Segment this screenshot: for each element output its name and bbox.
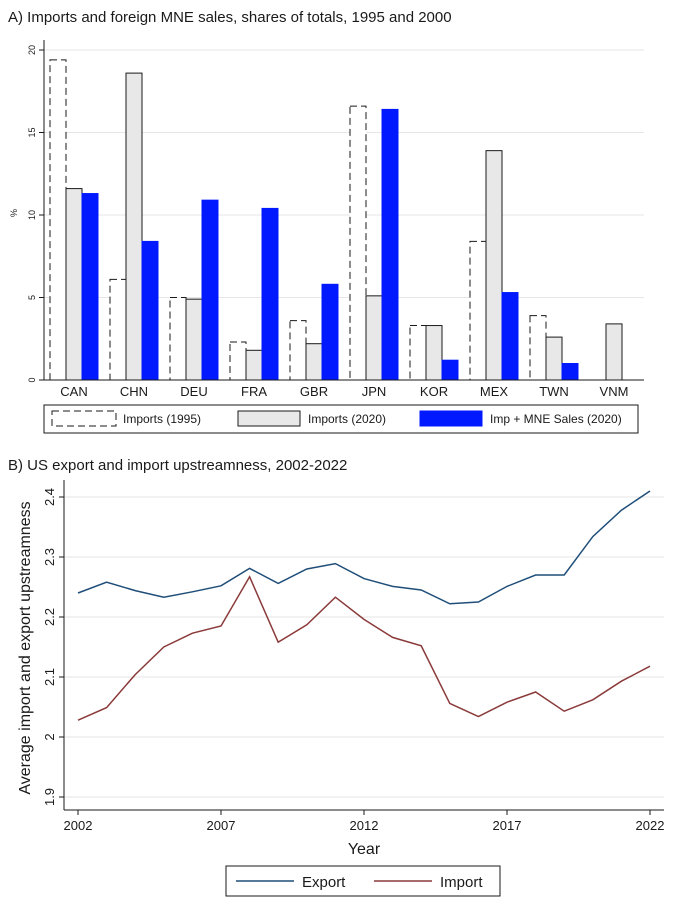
panel-b-ytick-label: 2.4 [42, 488, 57, 506]
bar-jpn-series-0 [349, 105, 367, 381]
bar-twn-series-2 [561, 363, 579, 381]
panel-b-ylabel: Average import and export upstreamness [17, 501, 34, 794]
panel-a-yticks: 0 5 10 15 20 [27, 45, 44, 383]
panel-b-ytick-label: 2.2 [42, 608, 57, 626]
panel-b-ytick-label: 2.3 [42, 548, 57, 566]
category-label: FRA [241, 384, 267, 399]
panel-a-ytick-label: 20 [27, 45, 37, 55]
legend-swatch-imp-mne-2020 [419, 410, 483, 427]
bar-fra-series-1 [245, 349, 263, 381]
series-line-import [77, 575, 651, 721]
bar-jpn-series-2 [381, 108, 399, 381]
series-line-export [77, 490, 651, 605]
panel-b-xtick-label: 2007 [207, 818, 236, 833]
bar-gbr-series-1 [305, 343, 323, 381]
bar-gbr-series-2 [321, 283, 339, 381]
category-label: GBR [300, 384, 328, 399]
panel-a-ytick-label: 15 [27, 127, 37, 137]
panel-b-yticks: 1.9 2 2.1 2.2 2.3 2.4 [42, 488, 64, 806]
panel-a-bars [49, 59, 623, 381]
panel-b-xlabel: Year [348, 841, 381, 858]
bar-deu-series-0 [169, 297, 187, 381]
panel-a-legend [43, 404, 639, 434]
panel-b-xtick-label: 2012 [350, 818, 379, 833]
bar-mex-series-1 [485, 150, 503, 381]
legend-label-imp-mne-2020: Imp + MNE Sales (2020) [490, 412, 622, 426]
panel-b-xtick-label: 2022 [636, 818, 665, 833]
category-label: VNM [600, 384, 629, 399]
category-label: KOR [420, 384, 448, 399]
category-label: TWN [539, 384, 569, 399]
legend-label-imports-2020: Imports (2020) [308, 412, 386, 426]
panel-b-ytick-label: 1.9 [42, 788, 57, 806]
category-label: JPN [362, 384, 387, 399]
panel-b-legend [225, 865, 501, 897]
panel-b-ytick-label: 2 [42, 733, 57, 740]
panel-b-xtick-label: 2002 [64, 818, 93, 833]
panel-b-ytick-label: 2.1 [42, 668, 57, 686]
bar-chn-series-1 [125, 72, 143, 381]
panel-b-title: B) US export and import upstreamness, 20… [8, 457, 347, 474]
bar-vnm-series-1 [605, 323, 623, 381]
category-label: CAN [60, 384, 87, 399]
panel-b-grid [64, 496, 664, 798]
panel-a-ytick-label: 10 [27, 210, 37, 220]
bar-can-series-2 [81, 193, 99, 381]
category-label: CHN [120, 384, 148, 399]
bar-twn-series-1 [545, 336, 563, 381]
bar-deu-series-2 [201, 199, 219, 381]
bar-fra-series-0 [229, 341, 247, 381]
bar-jpn-series-1 [365, 295, 383, 381]
category-label: DEU [180, 384, 207, 399]
bar-mex-series-0 [469, 240, 487, 381]
panel-a-title: A) Imports and foreign MNE sales, shares… [8, 9, 452, 26]
bar-chn-series-2 [141, 240, 159, 381]
legend-label-export: Export [302, 874, 346, 891]
legend-swatch-imports-2020 [237, 410, 301, 427]
panel-b-xtick-label: 2017 [493, 818, 522, 833]
bar-mex-series-2 [501, 292, 519, 381]
bar-fra-series-2 [261, 207, 279, 381]
legend-swatch-imports-1995 [51, 410, 117, 427]
bar-chn-series-0 [109, 278, 127, 381]
bar-gbr-series-0 [289, 320, 307, 381]
panel-a-ylabel: % [9, 209, 19, 217]
bar-kor-series-0 [409, 325, 427, 381]
bar-can-series-0 [49, 59, 67, 381]
bar-kor-series-2 [441, 359, 459, 381]
panel-b-xticks: 2002 2007 2012 2017 2022 [64, 810, 665, 833]
bar-twn-series-0 [529, 315, 547, 381]
panel-a-ytick-label: 5 [27, 295, 37, 300]
legend-label-import: Import [440, 874, 483, 891]
bar-deu-series-1 [185, 298, 203, 381]
bar-can-series-1 [65, 188, 83, 381]
legend-label-imports-1995: Imports (1995) [123, 412, 201, 426]
bar-kor-series-1 [425, 325, 443, 381]
panel-a-ytick-label: 0 [27, 377, 37, 382]
panel-b-lines [77, 490, 651, 721]
panel-a-categories: CAN CHN DEU FRA GBR JPN KOR MEX TWN VNM [60, 384, 628, 399]
category-label: MEX [480, 384, 509, 399]
